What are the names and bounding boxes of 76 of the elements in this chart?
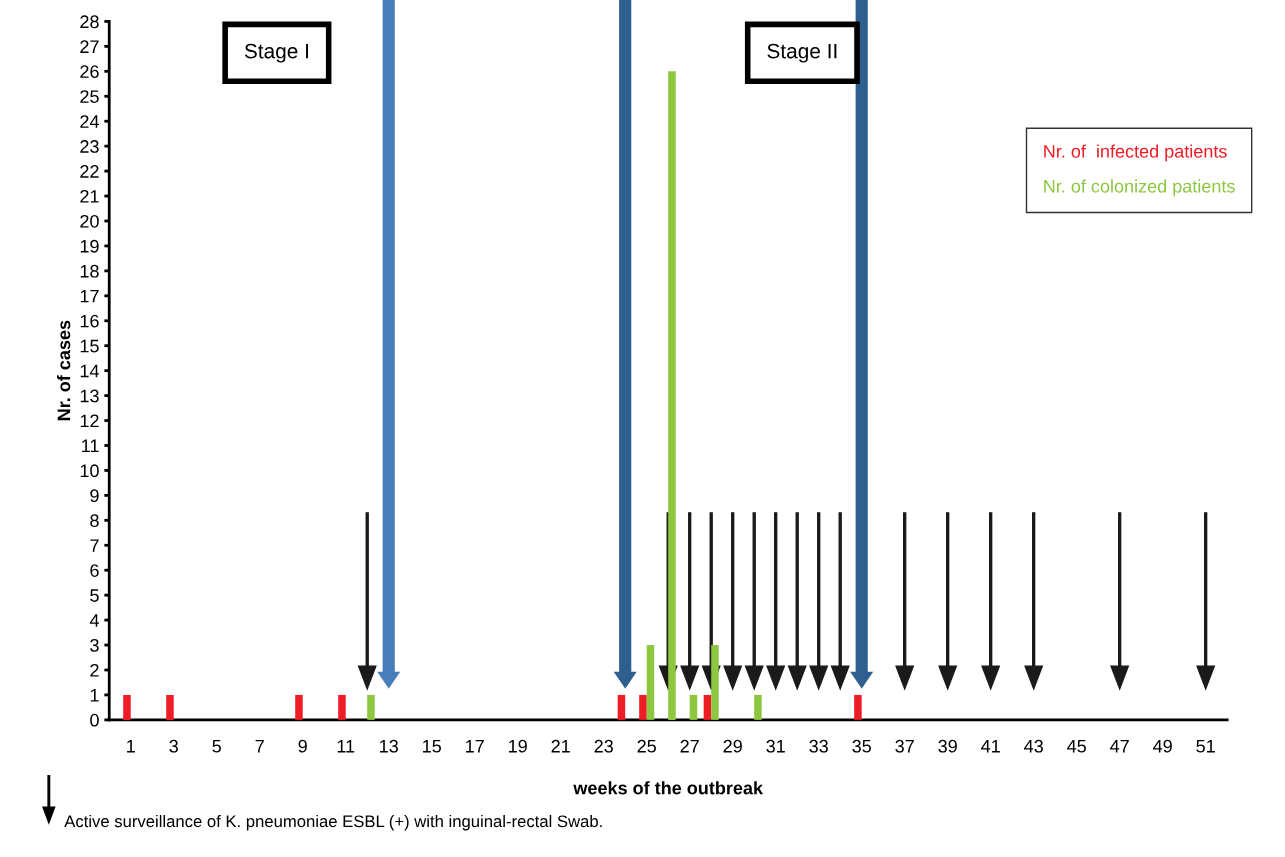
x-tick-label: 39 bbox=[938, 739, 957, 753]
x-tick-label: 7 bbox=[255, 739, 264, 753]
y-tick-label: 24 bbox=[80, 115, 99, 128]
y-tick-label: 25 bbox=[80, 90, 99, 103]
x-tick-label: 15 bbox=[423, 739, 441, 753]
y-tick-label: 10 bbox=[80, 464, 99, 478]
y-tick-label: 12 bbox=[80, 414, 99, 428]
x-tick-label: 43 bbox=[1024, 739, 1043, 753]
x-tick-label: 45 bbox=[1067, 739, 1086, 753]
y-tick-label: 28 bbox=[80, 15, 99, 29]
x-tick-label: 27 bbox=[680, 739, 699, 753]
x-tick-label: 33 bbox=[809, 739, 828, 753]
bar bbox=[668, 71, 676, 720]
annotation: Stage I bbox=[244, 43, 309, 63]
x-tick-label: 11 bbox=[337, 739, 355, 753]
y-tick-label: 2 bbox=[90, 663, 99, 677]
y-tick-label: 22 bbox=[80, 165, 99, 178]
y-tick-label: 13 bbox=[80, 389, 99, 403]
bar bbox=[646, 645, 655, 720]
y-tick-label: 27 bbox=[80, 40, 99, 53]
bar bbox=[166, 694, 174, 720]
x-axis-title: weeks of the outbreak bbox=[573, 781, 764, 795]
x-tick-label: 17 bbox=[466, 739, 484, 753]
x-tick-label: 35 bbox=[852, 739, 871, 753]
text: Nr. of infected patients bbox=[1044, 144, 1227, 162]
y-tick-label: 8 bbox=[90, 514, 99, 528]
bar bbox=[617, 694, 626, 720]
y-tick-label: 7 bbox=[90, 539, 99, 552]
x-tick-label: 49 bbox=[1153, 739, 1172, 753]
y-tick-label: 21 bbox=[80, 189, 99, 203]
y-tick-label: 6 bbox=[90, 564, 99, 577]
x-tick-label: 31 bbox=[766, 739, 785, 753]
x-tick-label: 3 bbox=[169, 739, 178, 753]
annotation: Stage II bbox=[767, 43, 837, 63]
y-tick-label: 23 bbox=[80, 140, 99, 153]
y-tick-label: 18 bbox=[80, 264, 99, 278]
bar bbox=[703, 694, 712, 720]
x-tick-label: 19 bbox=[509, 739, 527, 753]
y-tick-label: 4 bbox=[89, 614, 99, 627]
bar bbox=[711, 645, 719, 720]
y-tick-label: 1 bbox=[90, 689, 99, 702]
x-tick-label: 5 bbox=[212, 739, 221, 753]
x-tick-label: 51 bbox=[1196, 739, 1215, 753]
y-tick-label: 9 bbox=[90, 489, 99, 503]
x-tick-label: 29 bbox=[723, 739, 742, 753]
y-tick-label: 26 bbox=[80, 65, 99, 79]
y-tick-label: 11 bbox=[82, 439, 99, 453]
y-tick-label: 0 bbox=[90, 713, 99, 727]
y-tick-label: 19 bbox=[80, 239, 99, 253]
bar bbox=[295, 694, 303, 720]
y-tick-label: 17 bbox=[80, 289, 99, 303]
x-tick-label: 9 bbox=[298, 739, 307, 753]
x-tick-label: 25 bbox=[637, 739, 656, 753]
y-tick-label: 5 bbox=[90, 589, 99, 602]
x-tick-label: 37 bbox=[895, 739, 914, 753]
y-tick-label: 3 bbox=[90, 638, 99, 652]
x-tick-label: 13 bbox=[380, 739, 398, 753]
y-tick-label: 14 bbox=[80, 364, 99, 378]
bar bbox=[689, 694, 698, 720]
x-tick-label: 23 bbox=[594, 739, 613, 753]
y-tick-label: 15 bbox=[80, 339, 99, 353]
bar bbox=[338, 694, 346, 720]
bar bbox=[639, 694, 647, 720]
x-tick-label: 47 bbox=[1110, 739, 1129, 753]
x-tick-label: 21 bbox=[551, 739, 570, 753]
bar bbox=[854, 694, 862, 720]
x-tick-label: 41 bbox=[981, 739, 1000, 753]
x-tick-label: 1 bbox=[127, 739, 135, 753]
y-axis-title: Nr. of cases bbox=[57, 320, 71, 421]
text: Active surveillance of K. pneumoniae ESBL (+) with inguinal-rectal Swab. bbox=[64, 814, 602, 831]
text: Nr. of colonized patients bbox=[1044, 179, 1235, 197]
y-tick-label: 16 bbox=[80, 314, 99, 328]
bar bbox=[123, 694, 131, 720]
bar bbox=[367, 694, 375, 720]
bar bbox=[754, 694, 762, 720]
y-tick-label: 20 bbox=[80, 214, 99, 228]
